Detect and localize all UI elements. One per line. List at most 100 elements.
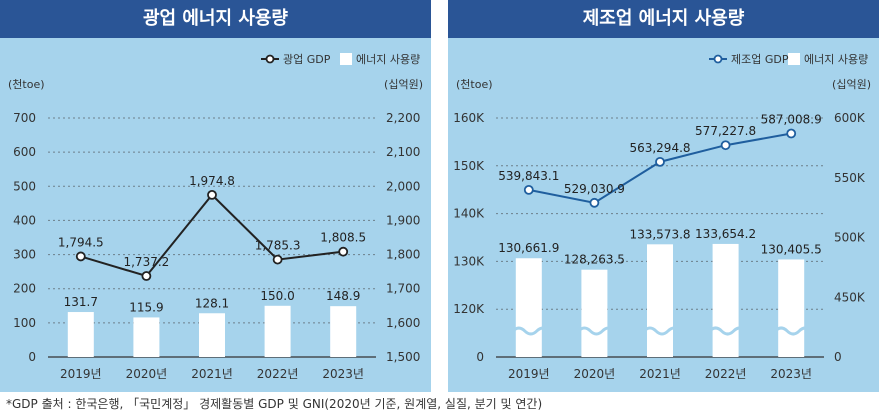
category-label: 2019년 (508, 367, 550, 381)
chart-panel-mining: 광업 에너지 사용량 (천toe) (십억원) 에너지 사용량 광업 GDP 0 100 2… (0, 0, 431, 392)
bar (67, 312, 94, 357)
axis-break-wave (511, 326, 550, 336)
left-tick-label: 140K (453, 207, 485, 221)
legend-line-label: 광업 GDP (283, 53, 331, 66)
gdp-value-label: 539,843.1 (498, 169, 559, 183)
bar-value-label: 130,661.9 (498, 241, 559, 255)
gdp-value-label: 1,974.8 (189, 174, 235, 188)
right-tick-label: 450K (834, 290, 866, 304)
left-tick-label: 130K (453, 254, 485, 268)
legend-bar-label: 에너지 사용량 (804, 53, 868, 66)
right-tick-label: 1,700 (386, 282, 420, 296)
category-label: 2023년 (770, 367, 812, 381)
left-tick-label: 0 (28, 350, 36, 364)
bar-value-label: 131.7 (64, 295, 98, 309)
gdp-point (207, 189, 217, 200)
chart-title: 광업 에너지 사용량 (0, 0, 431, 38)
left-tick-label: 300 (13, 248, 36, 262)
category-label: 2020년 (574, 367, 616, 381)
left-tick-label: 160K (453, 111, 485, 125)
right-tick-label: 0 (834, 350, 842, 364)
left-tick-label: 600 (13, 145, 36, 159)
gdp-point (338, 246, 349, 257)
right-tick-label: 2,000 (386, 179, 420, 193)
gdp-point (655, 156, 665, 167)
bar-value-label: 128,263.5 (564, 253, 625, 267)
chart-panel-manufacturing: 제조업 에너지 사용량 (천toe) (십억원) 에너지 사용량 제조업 GDP 0 12… (448, 0, 879, 392)
category-label: 2022년 (257, 367, 299, 381)
right-tick-label: 2,100 (386, 145, 420, 159)
bar-value-label: 133,573.8 (629, 227, 690, 241)
right-axis-unit: (십억원) (384, 78, 423, 91)
gdp-point (786, 128, 797, 139)
mining-chart-svg: (천toe) (십억원) 에너지 사용량 광업 GDP 0 100 200 300 400 500… (8, 53, 423, 381)
bar (133, 317, 160, 357)
gdp-value-label: 587,008.9 (761, 113, 822, 127)
bar (515, 258, 542, 357)
bar-value-label: 133,654.2 (695, 227, 756, 241)
axis-break-wave (577, 326, 616, 336)
bar (778, 259, 805, 357)
right-tick-label: 500K (834, 231, 866, 245)
gdp-value-label: 1,808.5 (320, 231, 366, 245)
axis-break-wave (708, 326, 747, 336)
bar (330, 306, 357, 357)
category-label: 2020년 (126, 367, 168, 381)
gdp-value-label: 1,794.5 (58, 235, 104, 249)
gdp-value-label: 529,030.9 (564, 182, 625, 196)
category-label: 2021년 (639, 367, 681, 381)
right-tick-label: 550K (834, 171, 866, 185)
chart-title: 제조업 에너지 사용량 (448, 0, 879, 38)
category-label: 2023년 (322, 367, 364, 381)
gdp-value-label: 1,737.2 (123, 255, 169, 269)
right-tick-label: 1,800 (386, 248, 420, 262)
bar-value-label: 150.0 (260, 289, 294, 303)
right-tick-label: 2,200 (386, 111, 420, 125)
right-axis-unit: (십억원) (832, 78, 871, 91)
gdp-point (589, 197, 600, 208)
legend-line-marker (713, 54, 723, 64)
bar-value-label: 115.9 (129, 300, 163, 314)
gdp-value-label: 577,227.8 (695, 124, 756, 138)
left-axis-unit: (천toe) (8, 77, 45, 91)
gdp-point (141, 271, 152, 281)
manufacturing-chart-svg: (천toe) (십억원) 에너지 사용량 제조업 GDP 0 120K 130K 140K 15… (453, 53, 871, 381)
left-tick-label: 400 (13, 213, 36, 227)
right-tick-label: 1,500 (386, 350, 420, 364)
footnote: *GDP 출처 : 한국은행, 「국민계정」 경제활동별 GDP 및 GNI(2… (6, 397, 543, 411)
legend-bar-label: 에너지 사용량 (356, 53, 420, 66)
legend-line-marker (265, 54, 275, 64)
bar (647, 244, 673, 357)
left-tick-label: 0 (476, 350, 484, 364)
category-label: 2022년 (705, 367, 747, 381)
bar-value-label: 130,405.5 (761, 242, 822, 256)
gdp-point (523, 184, 534, 195)
category-label: 2021년 (191, 367, 233, 381)
right-tick-label: 1,900 (386, 213, 420, 227)
left-axis-unit: (천toe) (456, 77, 493, 91)
left-tick-label: 500 (13, 179, 36, 193)
right-tick-label: 600K (834, 111, 866, 125)
bar-value-label: 148.9 (326, 289, 360, 303)
legend-bar-swatch (788, 53, 800, 65)
gdp-point (720, 140, 731, 151)
left-tick-label: 120K (453, 302, 485, 316)
left-tick-label: 100 (13, 316, 36, 330)
left-tick-label: 150K (453, 159, 485, 173)
right-tick-label: 1,600 (386, 316, 420, 330)
gdp-point (272, 254, 283, 265)
bar (264, 305, 291, 357)
gdp-value-label: 1,785.3 (255, 239, 301, 253)
legend-line-label: 제조업 GDP (731, 53, 789, 66)
axis-break-wave (642, 326, 682, 336)
bar (712, 243, 739, 357)
bar-value-label: 128.1 (195, 296, 229, 310)
axis-break-wave (774, 326, 813, 336)
left-tick-label: 200 (13, 282, 36, 296)
category-label: 2019년 (60, 367, 102, 381)
gdp-value-label: 563,294.8 (629, 141, 690, 155)
left-tick-label: 700 (13, 111, 36, 125)
legend-bar-swatch (340, 53, 352, 65)
gdp-point (75, 251, 86, 262)
bar (581, 269, 608, 357)
